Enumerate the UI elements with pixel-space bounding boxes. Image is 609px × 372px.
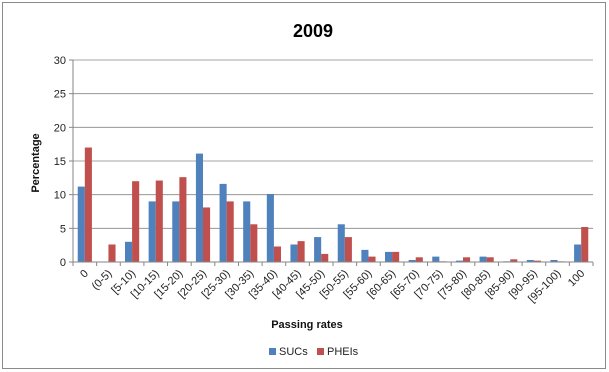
bar-sucs xyxy=(455,260,463,262)
bar-pheis xyxy=(415,257,423,262)
legend-label-sucs: SUCs xyxy=(279,346,308,358)
bar-pheis xyxy=(155,180,163,262)
y-tick-label: 10 xyxy=(54,190,66,202)
bar-sucs xyxy=(574,244,582,262)
bar-pheis xyxy=(463,257,471,262)
y-tick-label: 25 xyxy=(54,89,66,101)
bar-pheis xyxy=(486,257,494,262)
bar-sucs xyxy=(337,224,345,262)
y-tick-label: 30 xyxy=(54,55,66,67)
x-tick-label: 0 xyxy=(78,268,91,281)
bar-sucs xyxy=(432,256,440,262)
bar-sucs xyxy=(479,256,487,262)
bar-pheis xyxy=(250,224,258,262)
bar-sucs xyxy=(172,201,180,262)
axes: 0510152025300(0-5)[5-10)[10-15)[15-20)[2… xyxy=(54,55,594,305)
y-axis-title: Percentage xyxy=(30,133,42,192)
bars xyxy=(77,147,589,262)
bar-sucs xyxy=(526,259,534,262)
chart-container: 0 5 10 15 20 25 30 0 (0-5) [5-10) [10-15) [15-20) [2… xyxy=(2,2,606,369)
bar-sucs xyxy=(195,153,203,262)
bar-pheis xyxy=(533,260,541,262)
bar-sucs xyxy=(314,237,322,262)
bar-pheis xyxy=(108,244,116,262)
bar-sucs xyxy=(361,249,369,262)
bar-pheis xyxy=(368,256,376,262)
y-tick-label: 5 xyxy=(60,223,66,235)
legend-swatch-sucs xyxy=(269,348,276,355)
legend: SUCs PHEIs xyxy=(269,346,359,358)
bar-pheis xyxy=(203,207,211,262)
bar-sucs xyxy=(77,186,85,262)
legend-swatch-pheis xyxy=(317,348,324,355)
y-tick-label: 15 xyxy=(54,156,66,168)
y-tick-label: 0 xyxy=(60,257,66,269)
bar-sucs xyxy=(243,201,251,262)
bar-pheis xyxy=(581,226,589,262)
bar-pheis xyxy=(179,177,187,262)
bar-sucs xyxy=(290,244,298,262)
bar-pheis xyxy=(226,201,234,262)
chart-title: 2009 xyxy=(293,21,333,41)
x-tick-label: 100 xyxy=(566,268,587,289)
bar-sucs xyxy=(550,259,558,262)
bar-sucs xyxy=(385,251,393,262)
bar-pheis xyxy=(344,237,352,262)
bar-chart: 0510152025300(0-5)[5-10)[10-15)[15-20)[2… xyxy=(30,21,594,358)
legend-label-pheis: PHEIs xyxy=(327,346,359,358)
bar-pheis xyxy=(392,251,400,262)
bar-pheis xyxy=(297,241,305,262)
bar-sucs xyxy=(148,201,156,262)
x-axis-title: Passing rates xyxy=(271,319,343,331)
bar-sucs xyxy=(266,193,274,262)
bar-sucs xyxy=(125,241,133,262)
bar-pheis xyxy=(321,253,329,262)
bar-pheis xyxy=(84,147,92,262)
bar-pheis xyxy=(510,259,518,262)
y-tick-label: 20 xyxy=(54,122,66,134)
bar-sucs xyxy=(219,183,227,262)
bar-pheis xyxy=(273,246,281,262)
bar-pheis xyxy=(132,181,140,262)
bar-sucs xyxy=(408,259,416,262)
